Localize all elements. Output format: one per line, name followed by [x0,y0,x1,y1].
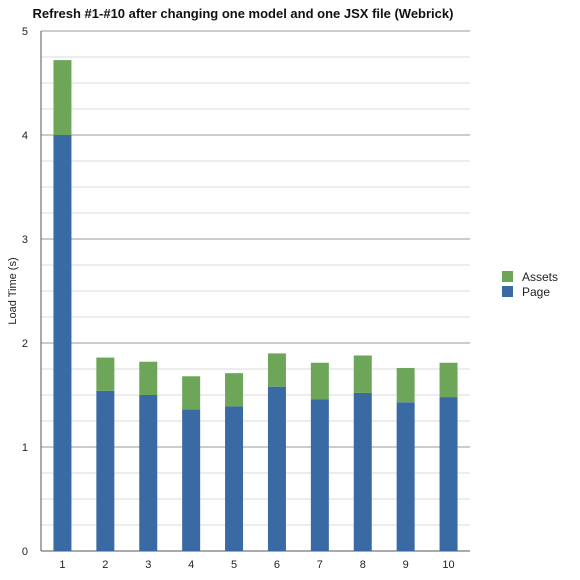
y-axis-tick-labels: 0 1 2 3 4 5 [22,26,28,558]
bar-assets-4 [182,376,201,410]
bar-assets-3 [139,361,158,395]
bar-page-4 [182,409,201,551]
y-tick-label: 0 [22,546,28,558]
legend-label-assets: Assets [522,270,558,284]
bar-page-6 [267,386,286,551]
bars [53,60,458,551]
y-tick-label: 3 [22,234,28,246]
y-axis-label: Load Time (s) [7,257,19,324]
x-tick-label: 10 [442,559,454,571]
y-tick-label: 2 [22,338,28,350]
bar-assets-10 [439,362,458,398]
x-tick-label: 6 [274,559,280,571]
x-tick-label: 3 [145,559,151,571]
x-tick-label: 7 [317,559,323,571]
x-tick-label: 4 [188,559,194,571]
y-tick-label: 5 [22,26,28,38]
chart-title: Refresh #1-#10 after changing one model … [33,6,454,21]
y-tick-label: 1 [22,442,28,454]
x-tick-label: 5 [231,559,237,571]
bar-assets-5 [225,373,244,407]
bar-assets-1 [53,60,72,136]
x-tick-label: 1 [59,559,65,571]
x-tick-label: 2 [102,559,108,571]
x-tick-label: 9 [403,559,409,571]
legend-label-page: Page [522,285,550,299]
y-tick-label: 4 [22,130,28,142]
bar-page-9 [396,402,415,551]
bar-assets-7 [310,362,329,400]
bar-page-1 [53,135,72,551]
x-tick-label: 8 [360,559,366,571]
bar-page-7 [310,399,329,551]
bar-assets-8 [353,355,372,393]
bar-page-5 [225,406,244,551]
bar-page-8 [353,392,372,551]
legend-swatch-page [502,286,513,297]
bar-page-2 [96,390,115,551]
bar-assets-9 [396,367,415,403]
bar-page-10 [439,397,458,551]
bar-assets-6 [267,353,286,387]
bar-page-3 [139,395,158,551]
x-axis-tick-labels: 1 2 3 4 5 6 7 8 9 10 [59,559,454,571]
bar-assets-2 [96,357,115,391]
legend-swatch-assets [502,271,513,282]
